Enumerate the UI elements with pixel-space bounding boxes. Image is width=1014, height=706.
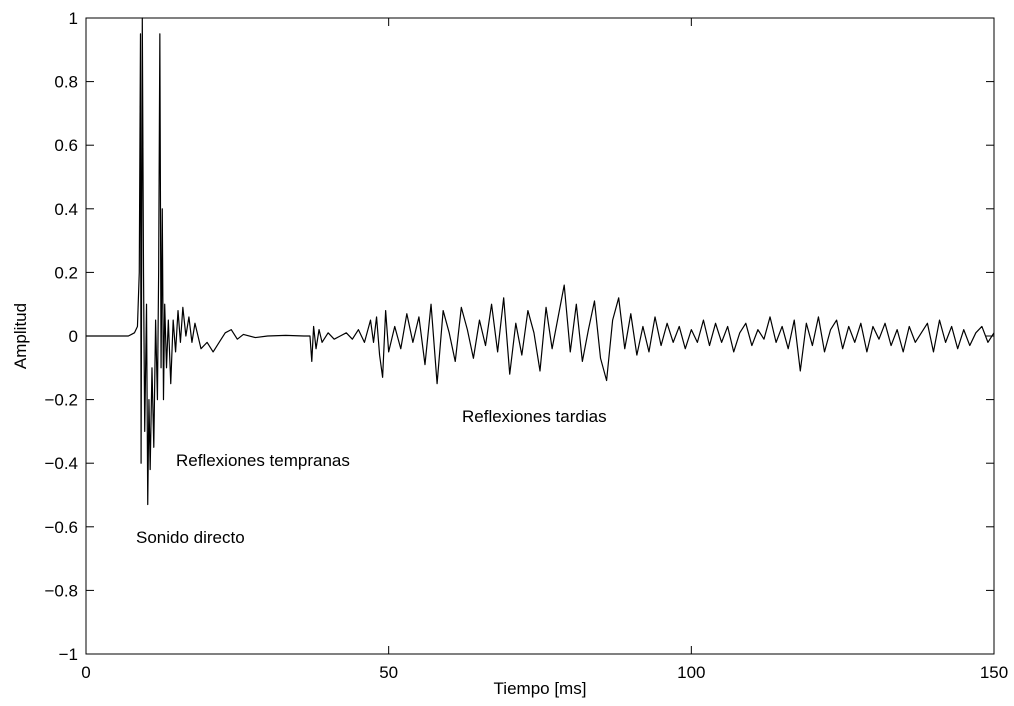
y-tick-label: −0.2 xyxy=(44,391,78,410)
x-tick-label: 50 xyxy=(379,663,398,682)
annotation: Reflexiones tempranas xyxy=(176,451,350,470)
annotation: Sonido directo xyxy=(136,528,245,547)
signal-line xyxy=(86,17,995,506)
y-tick-label: −0.8 xyxy=(44,581,78,600)
x-tick-label: 0 xyxy=(81,663,90,682)
y-tick-label: −0.6 xyxy=(44,518,78,537)
x-tick-label: 100 xyxy=(677,663,705,682)
y-tick-label: 0.6 xyxy=(54,136,78,155)
annotation: Reflexiones tardias xyxy=(462,407,607,426)
x-axis-label: Tiempo [ms] xyxy=(494,679,587,698)
y-axis-label: Amplitud xyxy=(11,303,30,369)
y-tick-label: 0 xyxy=(69,327,78,346)
plot-frame xyxy=(85,17,995,655)
y-tick-label: −0.4 xyxy=(44,454,78,473)
x-tick-label: 150 xyxy=(980,663,1008,682)
y-tick-label: 0.8 xyxy=(54,73,78,92)
y-tick-label: 0.2 xyxy=(54,263,78,282)
y-tick-label: 0.4 xyxy=(54,200,78,219)
y-tick-label: −1 xyxy=(59,645,78,664)
y-tick-label: 1 xyxy=(69,9,78,28)
